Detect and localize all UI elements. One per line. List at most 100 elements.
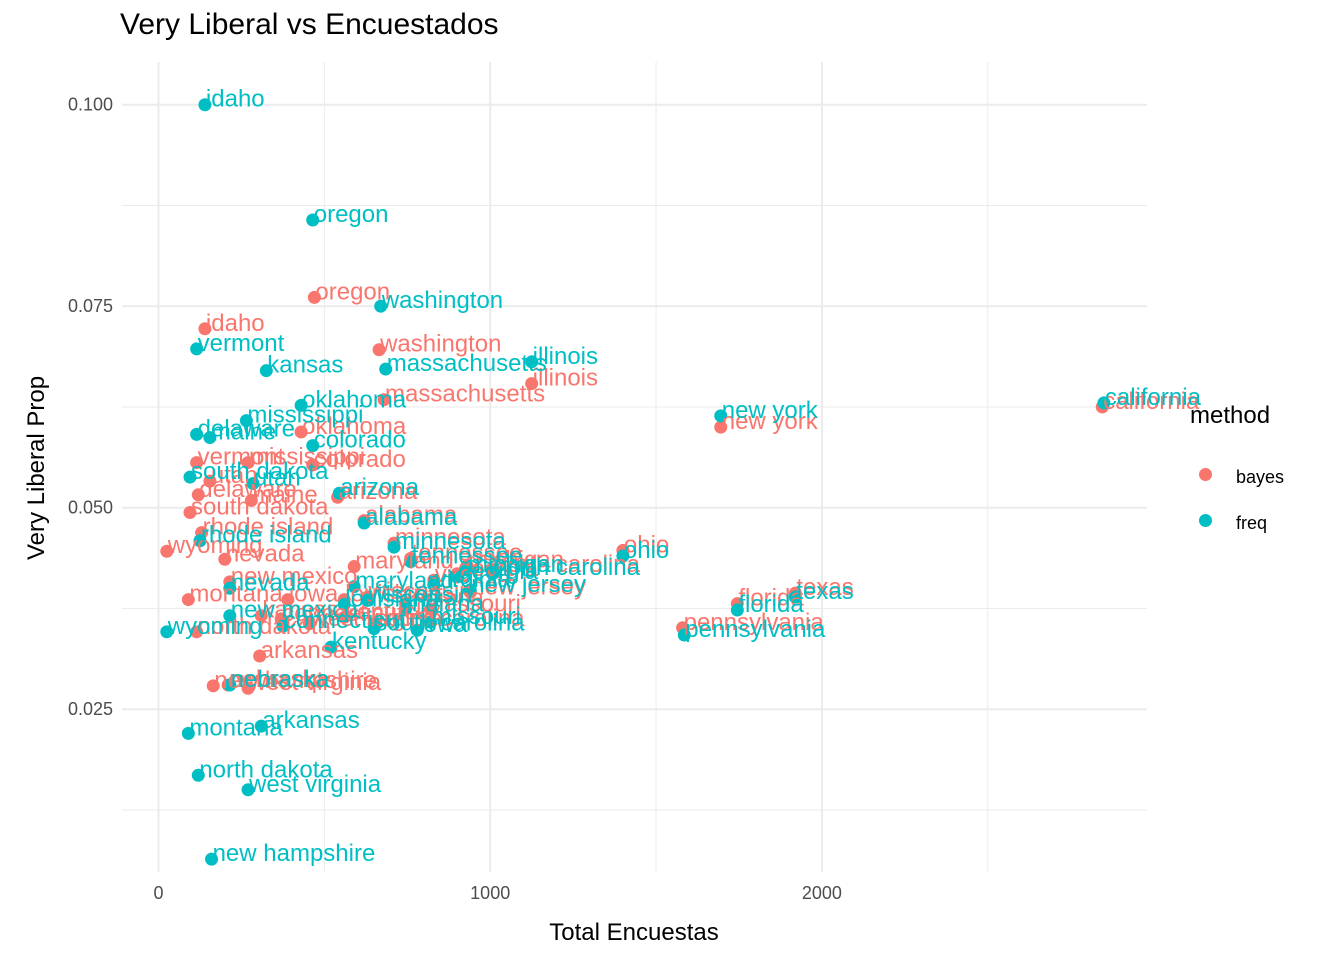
data-label-freq: new york [722, 397, 819, 424]
data-label-bayes: vermont [198, 444, 285, 471]
data-label-freq: illinois [533, 343, 598, 370]
data-label-freq: north dakota [199, 756, 333, 783]
data-point-freq [399, 602, 413, 616]
data-labels: oregonidahowashingtonillinoismassachuset… [167, 86, 1202, 867]
data-label-freq: vermont [198, 330, 285, 357]
data-point-bayes [525, 377, 539, 391]
data-label-bayes: connecticut [282, 600, 404, 627]
data-point-freq [730, 603, 744, 617]
data-label-freq: maine [211, 419, 276, 446]
data-label-bayes: new mexico [231, 563, 358, 590]
data-point-freq [450, 570, 464, 584]
data-point-freq [191, 768, 205, 782]
data-label-bayes: rhode island [203, 514, 334, 541]
data-point-freq [460, 563, 474, 577]
legend-item-freq: a freq [1190, 500, 1284, 546]
data-label-freq: oklahoma [302, 386, 407, 413]
data-label-freq: north carolina [495, 554, 641, 581]
data-label-bayes: nebraska [229, 666, 328, 693]
data-label-bayes: colorado [314, 446, 406, 473]
data-label-freq: nebraska [231, 666, 330, 693]
legend: method a bayes a freq [1190, 402, 1284, 546]
y-tick-labels: 0.025 0.050 0.075 0.100 [68, 95, 113, 719]
data-point-freq [241, 783, 255, 797]
data-point-bayes [181, 593, 195, 607]
data-label-bayes: new hampshire [214, 667, 377, 694]
data-point-bayes [302, 617, 316, 631]
data-label-bayes: indiana [407, 585, 485, 612]
data-label-bayes: kansas [262, 597, 338, 624]
data-label-bayes: arizona [339, 478, 418, 505]
legend-key-bayes: a [1190, 462, 1220, 492]
x-tick-label: 1000 [470, 883, 510, 903]
data-point-bayes [190, 625, 204, 639]
data-label-bayes: nevada [226, 540, 305, 567]
legend-label-freq: freq [1236, 512, 1268, 533]
data-point-freq [306, 213, 320, 227]
data-label-bayes: west virginia [309, 605, 443, 632]
legend-title: method [1190, 402, 1271, 429]
data-point-freq [404, 555, 418, 569]
data-label-bayes: idaho [206, 310, 265, 337]
data-point-bayes [254, 609, 268, 623]
data-label-bayes: alabama [365, 502, 458, 529]
data-label-bayes: new york [722, 408, 819, 435]
data-point-bayes [294, 425, 308, 439]
data-point-freq [463, 583, 477, 597]
data-point-bayes [241, 456, 255, 470]
data-point-freq [423, 615, 437, 629]
data-point-freq [223, 581, 237, 595]
data-label-bayes: minnesota [395, 524, 506, 551]
data-label-freq: massachusetts [387, 350, 547, 377]
data-point-freq [203, 431, 217, 445]
data-label-bayes: maine [252, 481, 317, 508]
data-point-bayes [423, 602, 437, 616]
data-points [160, 98, 1111, 866]
data-label-bayes: maryland [355, 548, 454, 575]
data-label-freq: texas [796, 578, 853, 605]
y-axis-title: Very Liberal Prop [23, 376, 50, 560]
data-label-freq: indiana [407, 590, 485, 617]
data-point-freq [427, 578, 441, 592]
data-point-bayes [191, 488, 205, 502]
data-label-freq: mississippi [247, 402, 363, 429]
data-label-bayes: louisiana [345, 581, 440, 608]
minor-gridlines [122, 62, 1147, 872]
data-point-bayes [372, 343, 386, 357]
data-point-freq [246, 477, 260, 491]
data-point-freq [198, 98, 212, 112]
data-label-freq: iowa [418, 611, 468, 638]
data-point-bayes [281, 593, 295, 607]
data-label-bayes: montana [189, 581, 283, 608]
data-label-freq: california [1105, 384, 1202, 411]
data-label-bayes: delaware [199, 476, 296, 503]
data-label-bayes: florida [738, 585, 804, 612]
data-label-freq: ohio [624, 537, 669, 564]
data-label-freq: delaware [198, 415, 295, 442]
data-label-bayes: ohio [624, 531, 669, 558]
data-point-freq [360, 593, 374, 607]
data-label-bayes: pennsylvania [684, 609, 825, 636]
data-point-freq [357, 516, 371, 530]
data-label-freq: rhode island [201, 522, 332, 549]
x-axis-title: Total Encuestas [549, 919, 718, 946]
data-label-freq: wyoming [167, 613, 263, 640]
data-point-freq [525, 355, 539, 369]
data-label-freq: florida [738, 591, 804, 618]
data-label-freq: georgia [458, 558, 539, 585]
data-label-freq: alabama [365, 504, 458, 531]
x-tick-label: 2000 [802, 883, 842, 903]
data-label-bayes: mississippi [249, 444, 365, 471]
data-point-freq [223, 609, 237, 623]
data-point-freq [379, 362, 393, 376]
x-tick-label: 0 [153, 883, 163, 903]
data-label-freq: kansas [267, 352, 343, 379]
data-label-freq: maryland [355, 568, 454, 595]
data-label-freq: kentucky [332, 628, 427, 655]
data-point-bayes [160, 544, 174, 558]
data-label-bayes: california [1103, 388, 1200, 415]
data-label-freq: west virginia [248, 771, 382, 798]
data-point-freq [487, 566, 501, 580]
data-point-freq [193, 534, 207, 548]
